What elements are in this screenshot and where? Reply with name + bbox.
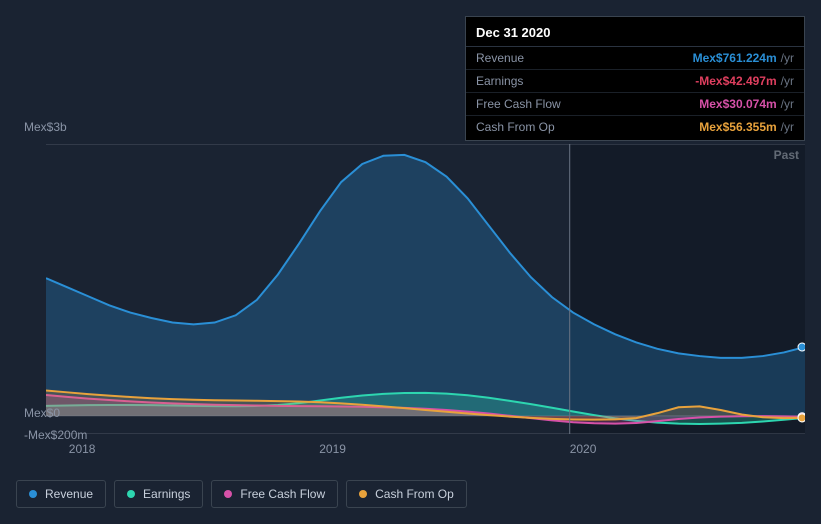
legend-label: Earnings (143, 487, 190, 501)
tooltip-row-unit: /yr (781, 74, 794, 88)
tooltip-row-unit: /yr (781, 120, 794, 134)
y-axis-label-zero: Mex$0 (24, 406, 60, 420)
tooltip-row-label: Revenue (476, 51, 693, 65)
tooltip-row-value: Mex$761.224m (693, 51, 777, 65)
legend-label: Free Cash Flow (240, 487, 325, 501)
legend-item-free-cash-flow[interactable]: Free Cash Flow (211, 480, 338, 508)
legend-dot (127, 490, 135, 498)
legend-dot (224, 490, 232, 498)
tooltip-row-unit: /yr (781, 51, 794, 65)
tooltip-date: Dec 31 2020 (466, 19, 804, 47)
tooltip-row-label: Free Cash Flow (476, 97, 699, 111)
legend-item-cash-from-op[interactable]: Cash From Op (346, 480, 467, 508)
x-axis-tick: 2019 (319, 442, 346, 456)
legend-item-revenue[interactable]: Revenue (16, 480, 106, 508)
legend-dot (359, 490, 367, 498)
tooltip-row-label: Cash From Op (476, 120, 699, 134)
tooltip-row-unit: /yr (781, 97, 794, 111)
y-axis-label-top: Mex$3b (24, 120, 67, 134)
tooltip-row-label: Earnings (476, 74, 695, 88)
x-axis-tick: 2018 (69, 442, 96, 456)
series-end-marker (798, 343, 805, 351)
tooltip-row: Earnings-Mex$42.497m/yr (466, 70, 804, 93)
tooltip-row: RevenueMex$761.224m/yr (466, 47, 804, 70)
chart-container: Mex$3b Past Mex$0 -Mex$200m 201820192020… (16, 120, 805, 508)
legend-label: Revenue (45, 487, 93, 501)
chart-legend: Revenue Earnings Free Cash Flow Cash From O… (16, 480, 467, 508)
legend-label: Cash From Op (375, 487, 454, 501)
tooltip-row: Cash From OpMex$56.355m/yr (466, 116, 804, 138)
y-axis-label-neg: -Mex$200m (24, 428, 87, 442)
chart-svg (46, 144, 805, 434)
legend-dot (29, 490, 37, 498)
tooltip-row-value: -Mex$42.497m (695, 74, 776, 88)
chart-plot-area (46, 144, 805, 434)
legend-item-earnings[interactable]: Earnings (114, 480, 203, 508)
x-axis-tick: 2020 (570, 442, 597, 456)
tooltip-row-value: Mex$30.074m (699, 97, 776, 111)
series-end-marker (798, 414, 805, 422)
chart-tooltip: Dec 31 2020 RevenueMex$761.224m/yrEarnin… (465, 16, 805, 141)
tooltip-row: Free Cash FlowMex$30.074m/yr (466, 93, 804, 116)
tooltip-row-value: Mex$56.355m (699, 120, 776, 134)
